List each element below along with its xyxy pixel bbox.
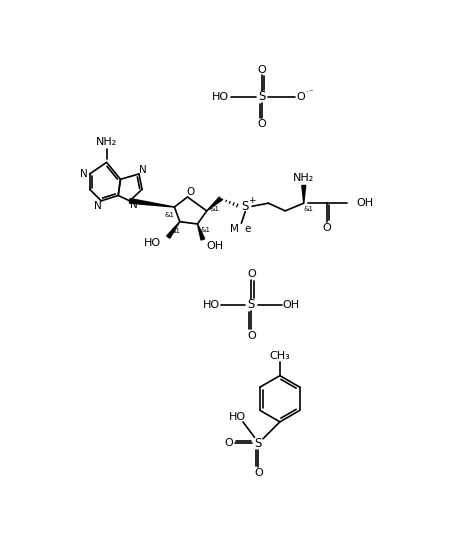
Text: OH: OH — [283, 300, 300, 310]
Text: e: e — [245, 224, 251, 234]
Text: &1: &1 — [165, 212, 175, 218]
Text: O: O — [247, 331, 256, 341]
Text: O: O — [247, 269, 256, 279]
Text: NH₂: NH₂ — [293, 173, 314, 183]
Text: ·⁻: ·⁻ — [306, 89, 314, 98]
Text: N: N — [94, 201, 102, 211]
Text: O: O — [296, 92, 305, 102]
Polygon shape — [207, 197, 222, 211]
Text: O: O — [258, 65, 266, 75]
Text: S: S — [255, 437, 262, 450]
Text: &1: &1 — [200, 227, 210, 233]
Text: M: M — [230, 224, 239, 234]
Text: +: + — [247, 196, 255, 206]
Text: S: S — [242, 200, 249, 213]
Text: OH: OH — [356, 198, 373, 208]
Text: N: N — [130, 199, 137, 210]
Text: N: N — [81, 169, 88, 179]
Polygon shape — [198, 224, 205, 240]
Text: O: O — [258, 119, 266, 129]
Text: S: S — [258, 90, 266, 104]
Text: &1: &1 — [210, 206, 219, 212]
Text: S: S — [248, 298, 255, 311]
Text: O: O — [322, 223, 331, 233]
Text: OH: OH — [207, 241, 224, 251]
Text: O: O — [225, 439, 233, 449]
Text: &1: &1 — [303, 206, 313, 212]
Text: O: O — [186, 187, 195, 197]
Text: O: O — [254, 468, 263, 478]
Text: CH₃: CH₃ — [270, 350, 290, 361]
Text: NH₂: NH₂ — [96, 137, 117, 147]
Text: HO: HO — [229, 412, 246, 422]
Polygon shape — [129, 198, 174, 207]
Text: HO: HO — [144, 238, 161, 248]
Text: HO: HO — [203, 300, 220, 310]
Polygon shape — [302, 186, 306, 203]
Polygon shape — [167, 222, 180, 238]
Text: N: N — [139, 165, 146, 175]
Text: HO: HO — [212, 92, 229, 102]
Text: &1: &1 — [170, 228, 180, 234]
